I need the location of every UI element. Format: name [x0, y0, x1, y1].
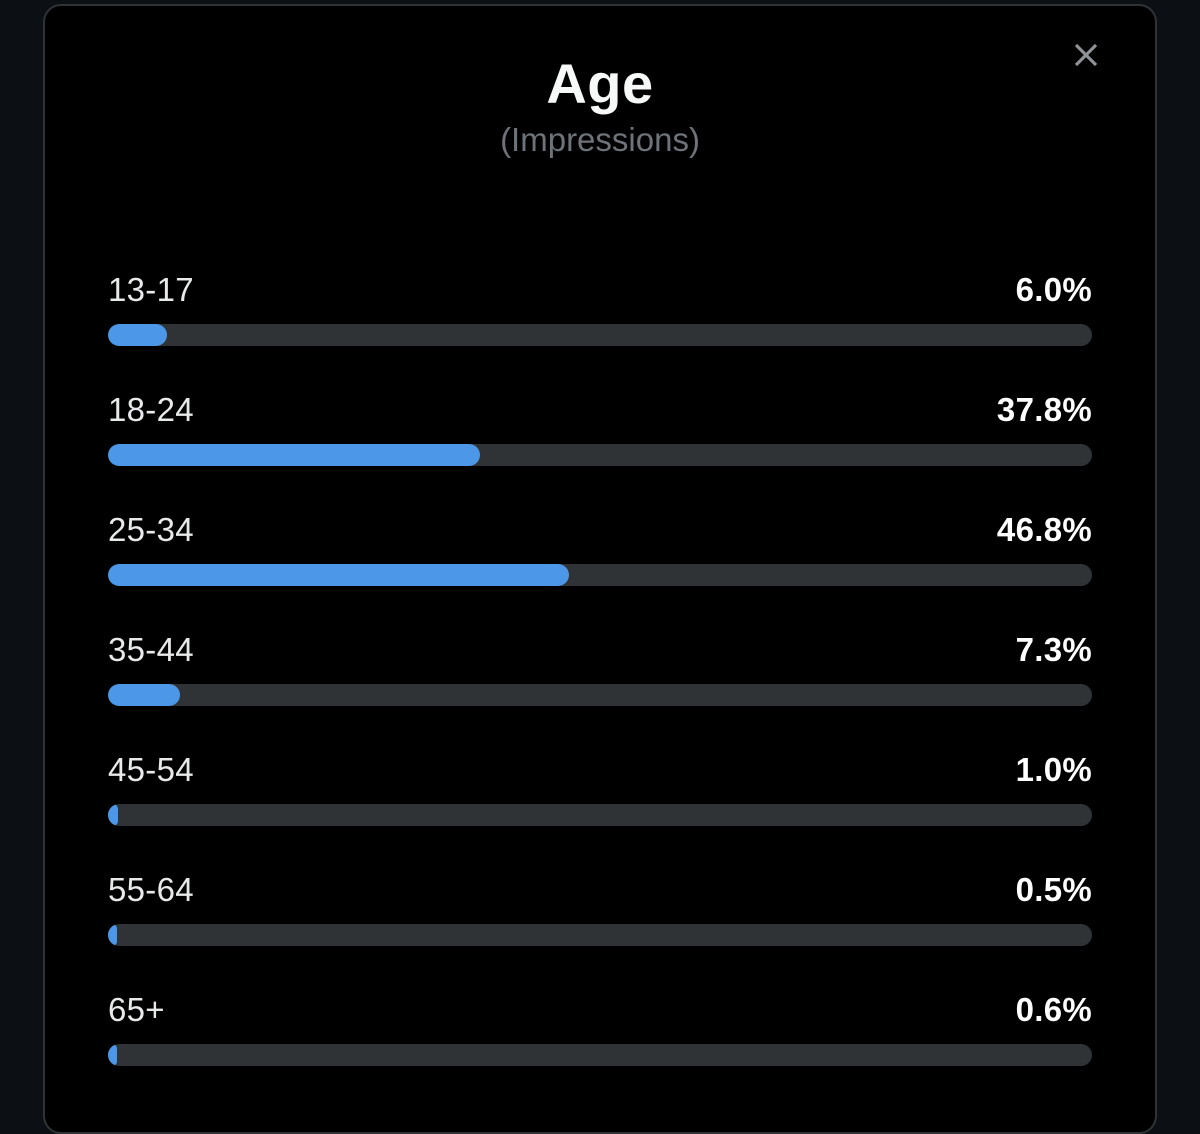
age-group-label: 13-17 — [108, 271, 194, 308]
progress-bar-track — [108, 804, 1092, 826]
progress-bar-fill — [108, 324, 168, 346]
age-bar-chart: 13-17 6.0% 18-24 37.8% 25-34 46.8% 35-44… — [45, 268, 1155, 1066]
age-group-label: 45-54 — [108, 751, 194, 788]
age-percentage-value: 6.0% — [1015, 271, 1092, 308]
age-row: 35-44 7.3% — [108, 628, 1092, 706]
age-row: 25-34 46.8% — [108, 508, 1092, 586]
page-subtitle: (Impressions) — [500, 121, 700, 158]
close-button[interactable] — [1067, 36, 1105, 74]
age-percentage-value: 46.8% — [996, 511, 1092, 548]
progress-bar-track — [108, 924, 1092, 946]
progress-bar-fill — [108, 684, 180, 706]
age-percentage-value: 37.8% — [996, 391, 1092, 428]
progress-bar-fill — [108, 1044, 117, 1066]
age-row: 45-54 1.0% — [108, 748, 1092, 826]
age-group-label: 35-44 — [108, 631, 194, 668]
progress-bar-fill — [108, 924, 117, 946]
progress-bar-fill — [108, 804, 118, 826]
close-icon — [1070, 39, 1102, 71]
age-group-label: 65+ — [108, 991, 165, 1028]
progress-bar-track — [108, 564, 1092, 586]
age-row: 55-64 0.5% — [108, 868, 1092, 946]
age-percentage-value: 1.0% — [1015, 751, 1092, 788]
age-row: 18-24 37.8% — [108, 388, 1092, 466]
age-group-label: 55-64 — [108, 871, 194, 908]
progress-bar-track — [108, 684, 1092, 706]
progress-bar-track — [108, 444, 1092, 466]
age-percentage-value: 0.6% — [1015, 991, 1092, 1028]
age-impressions-modal: Age (Impressions) 13-17 6.0% 18-24 37.8%… — [43, 4, 1157, 1134]
page-title: Age — [546, 52, 654, 115]
progress-bar-fill — [108, 444, 480, 466]
age-group-label: 25-34 — [108, 511, 194, 548]
progress-bar-track — [108, 1044, 1092, 1066]
age-percentage-value: 7.3% — [1015, 631, 1092, 668]
progress-bar-fill — [108, 564, 569, 586]
age-percentage-value: 0.5% — [1015, 871, 1092, 908]
progress-bar-track — [108, 324, 1092, 346]
age-group-label: 18-24 — [108, 391, 194, 428]
age-row: 13-17 6.0% — [108, 268, 1092, 346]
age-row: 65+ 0.6% — [108, 988, 1092, 1066]
